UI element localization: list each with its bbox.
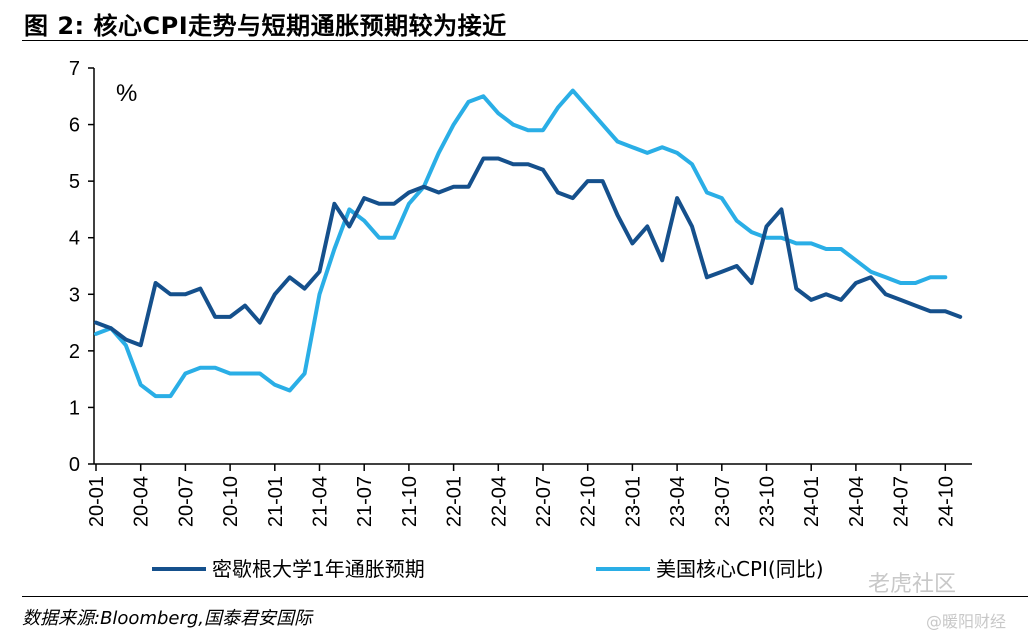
x-tick-label: 24-10 (935, 476, 957, 527)
source-note: 数据来源:Bloomberg,国泰君安国际 (22, 608, 313, 629)
watermark-logo-text: 老虎社区 (868, 572, 957, 597)
y-axis: 0 1 2 3 4 5 6 7 (69, 58, 95, 476)
x-tick-label: 22-07 (533, 476, 555, 527)
watermark-handle: @暖阳财经 (926, 612, 1007, 631)
x-tick-label: 20-01 (86, 476, 108, 527)
series-lines (94, 88, 963, 399)
x-tick-label: 20-04 (131, 476, 153, 527)
x-tick-label: 24-07 (891, 476, 913, 527)
x-tick-label: 22-10 (578, 476, 600, 527)
chart-title: 图 2: 核心CPI走势与短期通胀预期较为接近 (24, 12, 507, 40)
legend: 密歇根大学1年通胀预期 美国核心CPI(同比) (152, 557, 824, 581)
title-rule (22, 40, 1028, 41)
x-axis: 20-01 20-04 20-07 20-10 21-01 21-04 21-07 21-10… (86, 463, 972, 527)
x-tick-label: 23-07 (712, 476, 734, 527)
x-tick-label: 24-04 (846, 476, 868, 527)
x-tick-label: 21-10 (399, 476, 421, 527)
x-tick-label: 23-04 (667, 476, 689, 527)
series-line-michigan (94, 156, 963, 348)
x-tick-label: 21-01 (265, 476, 287, 527)
y-tick-label: 2 (69, 341, 80, 363)
y-tick-label: 3 (69, 284, 80, 306)
y-tick-label: 1 (69, 397, 80, 419)
y-tick-label: 0 (69, 454, 80, 476)
y-tick-label: 7 (69, 58, 80, 80)
x-tick-label: 21-07 (354, 476, 376, 527)
x-tick-label: 22-04 (488, 476, 510, 527)
x-tick-label: 20-07 (175, 476, 197, 527)
y-tick-label: 6 (69, 115, 80, 137)
y-tick-label: 4 (69, 228, 80, 250)
x-tick-label: 23-01 (622, 476, 644, 527)
legend-label-michigan: 密歇根大学1年通胀预期 (212, 557, 425, 581)
x-tick-label: 20-10 (220, 476, 242, 527)
y-tick-label: 5 (69, 171, 80, 193)
x-tick-label: 21-04 (310, 476, 332, 527)
y-unit-label: % (116, 80, 137, 107)
footer-rule (22, 596, 1028, 597)
series-line-core-cpi (94, 88, 948, 399)
x-tick-label: 22-01 (444, 476, 466, 527)
x-tick-label: 23-10 (757, 476, 779, 527)
x-tick-label: 24-01 (801, 476, 823, 527)
legend-label-core-cpi: 美国核心CPI(同比) (656, 557, 824, 581)
